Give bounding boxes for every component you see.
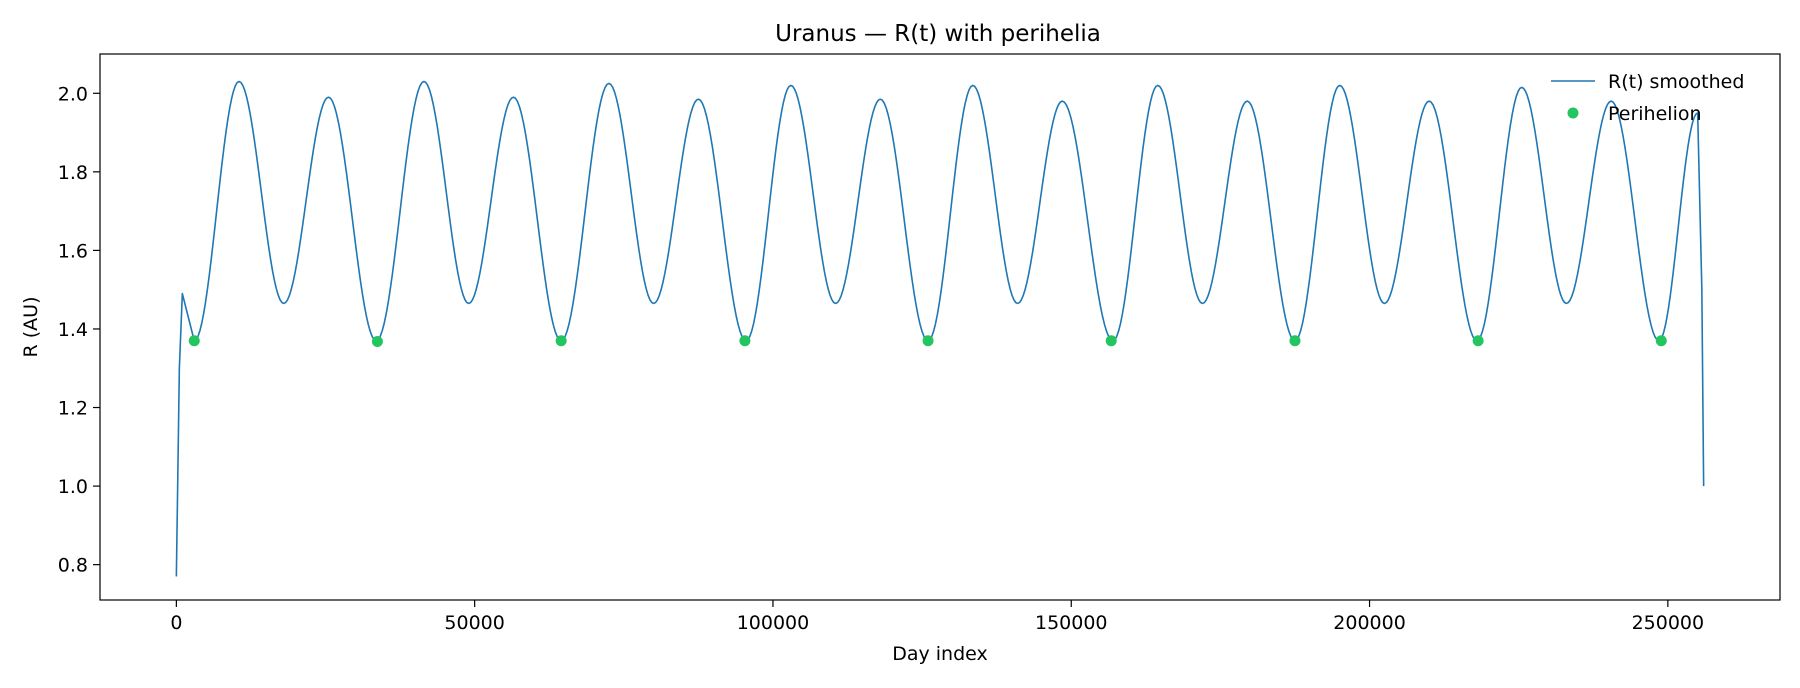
x-tick-label: 250000 (1632, 612, 1705, 634)
y-axis-label: R (AU) (20, 297, 42, 358)
perihelion-point (1472, 335, 1484, 347)
x-axis-label: Day index (892, 643, 988, 665)
legend-marker-swatch (1567, 107, 1579, 119)
perihelion-point (739, 335, 751, 347)
legend: R(t) smoothed Perihelion (1551, 71, 1744, 125)
x-tick-label: 150000 (1035, 612, 1108, 634)
legend-label-perihelion: Perihelion (1608, 103, 1702, 125)
y-tick-label: 0.8 (58, 555, 88, 577)
y-tick-label: 1.6 (58, 240, 88, 262)
x-tick-label: 200000 (1333, 612, 1406, 634)
plot-area (175, 80, 1705, 577)
y-axis: 0.8 1.0 1.2 1.4 1.6 1.8 2.0 (58, 83, 100, 577)
plot-frame (99, 53, 1781, 601)
perihelion-point (188, 335, 200, 347)
x-tick-label: 100000 (737, 612, 810, 634)
series-line-r-smoothed (175, 80, 1705, 577)
y-tick-label: 1.2 (58, 398, 88, 420)
perihelion-point (1289, 335, 1301, 347)
perihelion-point (1655, 335, 1667, 347)
perihelion-point (371, 336, 383, 348)
x-tick-label: 50000 (444, 612, 504, 634)
y-tick-label: 1.8 (58, 162, 88, 184)
y-tick-label: 2.0 (58, 83, 88, 105)
perihelion-point (555, 335, 567, 347)
chart-title: Uranus — R(t) with perihelia (775, 21, 1101, 47)
x-tick-label: 0 (170, 612, 182, 634)
x-axis: 0 50000 100000 150000 200000 250000 (170, 600, 1704, 634)
perihelion-point (1105, 335, 1117, 347)
y-tick-label: 1.4 (58, 319, 88, 341)
perihelion-point (922, 335, 934, 347)
legend-label-line: R(t) smoothed (1608, 71, 1744, 93)
y-tick-label: 1.0 (58, 476, 88, 498)
